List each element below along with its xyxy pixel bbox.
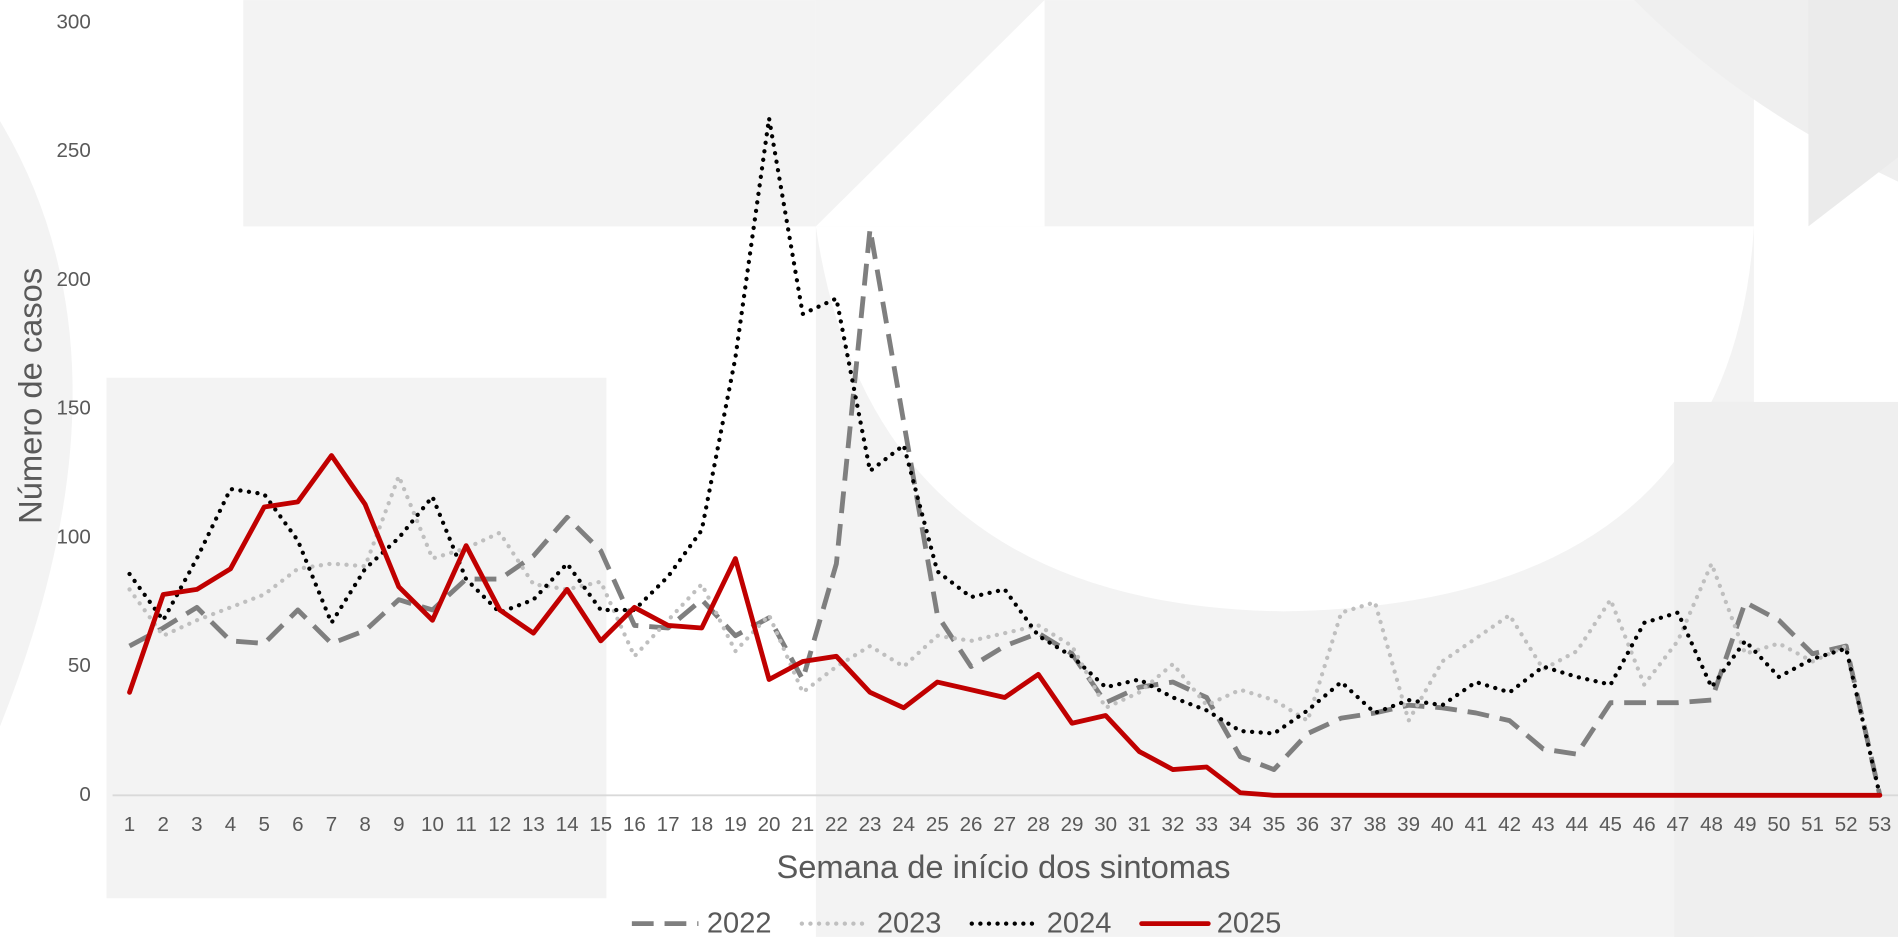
- x-tick-label: 43: [1532, 813, 1555, 836]
- x-tick-label: 35: [1263, 813, 1286, 836]
- x-tick-label: 32: [1162, 813, 1185, 836]
- x-tick-label: 29: [1061, 813, 1084, 836]
- x-tick-label: 6: [292, 813, 303, 836]
- x-tick-label: 12: [488, 813, 511, 836]
- x-tick-label: 9: [393, 813, 404, 836]
- x-tick-label: 34: [1229, 813, 1252, 836]
- x-tick-label: 36: [1296, 813, 1319, 836]
- x-tick-label: 31: [1128, 813, 1151, 836]
- y-tick-label: 300: [56, 10, 90, 33]
- line-series: [127, 453, 1883, 798]
- line-series: [127, 473, 1882, 798]
- x-tick-label: 46: [1633, 813, 1656, 836]
- x-tick-label: 4: [225, 813, 236, 836]
- x-tick-label: 11: [455, 813, 476, 836]
- x-tick-label: 17: [657, 813, 680, 836]
- x-tick-label: 40: [1431, 813, 1454, 836]
- x-tick-label: 8: [359, 813, 370, 836]
- x-tick-label: 51: [1801, 813, 1824, 836]
- legend-label: 2024: [1047, 908, 1112, 937]
- x-tick-label: 22: [825, 813, 848, 836]
- y-tick-label: 0: [79, 783, 90, 806]
- x-tick-label: 48: [1700, 813, 1723, 836]
- x-tick-label: 18: [690, 813, 713, 836]
- x-tick-label: 50: [1767, 813, 1790, 836]
- x-axis-title: Semana de início dos sintomas: [776, 848, 1230, 885]
- x-tick-label: 44: [1565, 813, 1588, 836]
- x-tick-label: 26: [960, 813, 983, 836]
- line-series: [127, 116, 1882, 798]
- x-tick-label: 3: [191, 813, 202, 836]
- x-tick-label: 45: [1599, 813, 1622, 836]
- x-tick-label: 15: [589, 813, 612, 836]
- legend-label: 2025: [1217, 908, 1282, 937]
- y-tick-label: 100: [56, 525, 90, 548]
- x-tick-label: 47: [1666, 813, 1689, 836]
- x-tick-label: 37: [1330, 813, 1353, 836]
- x-tick-label: 16: [623, 813, 646, 836]
- x-tick-label: 33: [1195, 813, 1218, 836]
- x-tick-label: 2: [157, 813, 168, 836]
- x-tick-label: 30: [1094, 813, 1117, 836]
- legend-label: 2022: [707, 908, 772, 937]
- x-tick-label: 24: [892, 813, 915, 836]
- x-tick-label: 52: [1835, 813, 1858, 836]
- x-tick-label: 39: [1397, 813, 1420, 836]
- x-tick-label: 14: [556, 813, 579, 836]
- x-tick-label: 42: [1498, 813, 1521, 836]
- x-tick-label: 41: [1464, 813, 1487, 836]
- y-tick-label: 250: [56, 139, 90, 162]
- x-tick-label: 5: [258, 813, 269, 836]
- legend-label: 2023: [877, 908, 942, 937]
- x-tick-label: 53: [1868, 813, 1891, 836]
- y-axis-title: Número de casos: [11, 268, 48, 524]
- x-tick-label: 19: [724, 813, 747, 836]
- y-tick-label: 150: [56, 397, 90, 420]
- x-tick-label: 28: [1027, 813, 1050, 836]
- x-tick-label: 1: [124, 813, 135, 836]
- x-tick-label: 27: [993, 813, 1016, 836]
- x-tick-label: 21: [791, 813, 814, 836]
- x-tick-label: 23: [859, 813, 882, 836]
- x-tick-label: 25: [926, 813, 949, 836]
- y-tick-label: 200: [56, 268, 90, 291]
- line-series: [128, 226, 1883, 796]
- x-tick-label: 13: [522, 813, 545, 836]
- x-tick-label: 10: [421, 813, 444, 836]
- x-tick-label: 7: [326, 813, 337, 836]
- x-tick-label: 49: [1734, 813, 1757, 836]
- x-tick-label: 38: [1364, 813, 1387, 836]
- y-tick-label: 50: [68, 654, 91, 677]
- x-tick-label: 20: [758, 813, 781, 836]
